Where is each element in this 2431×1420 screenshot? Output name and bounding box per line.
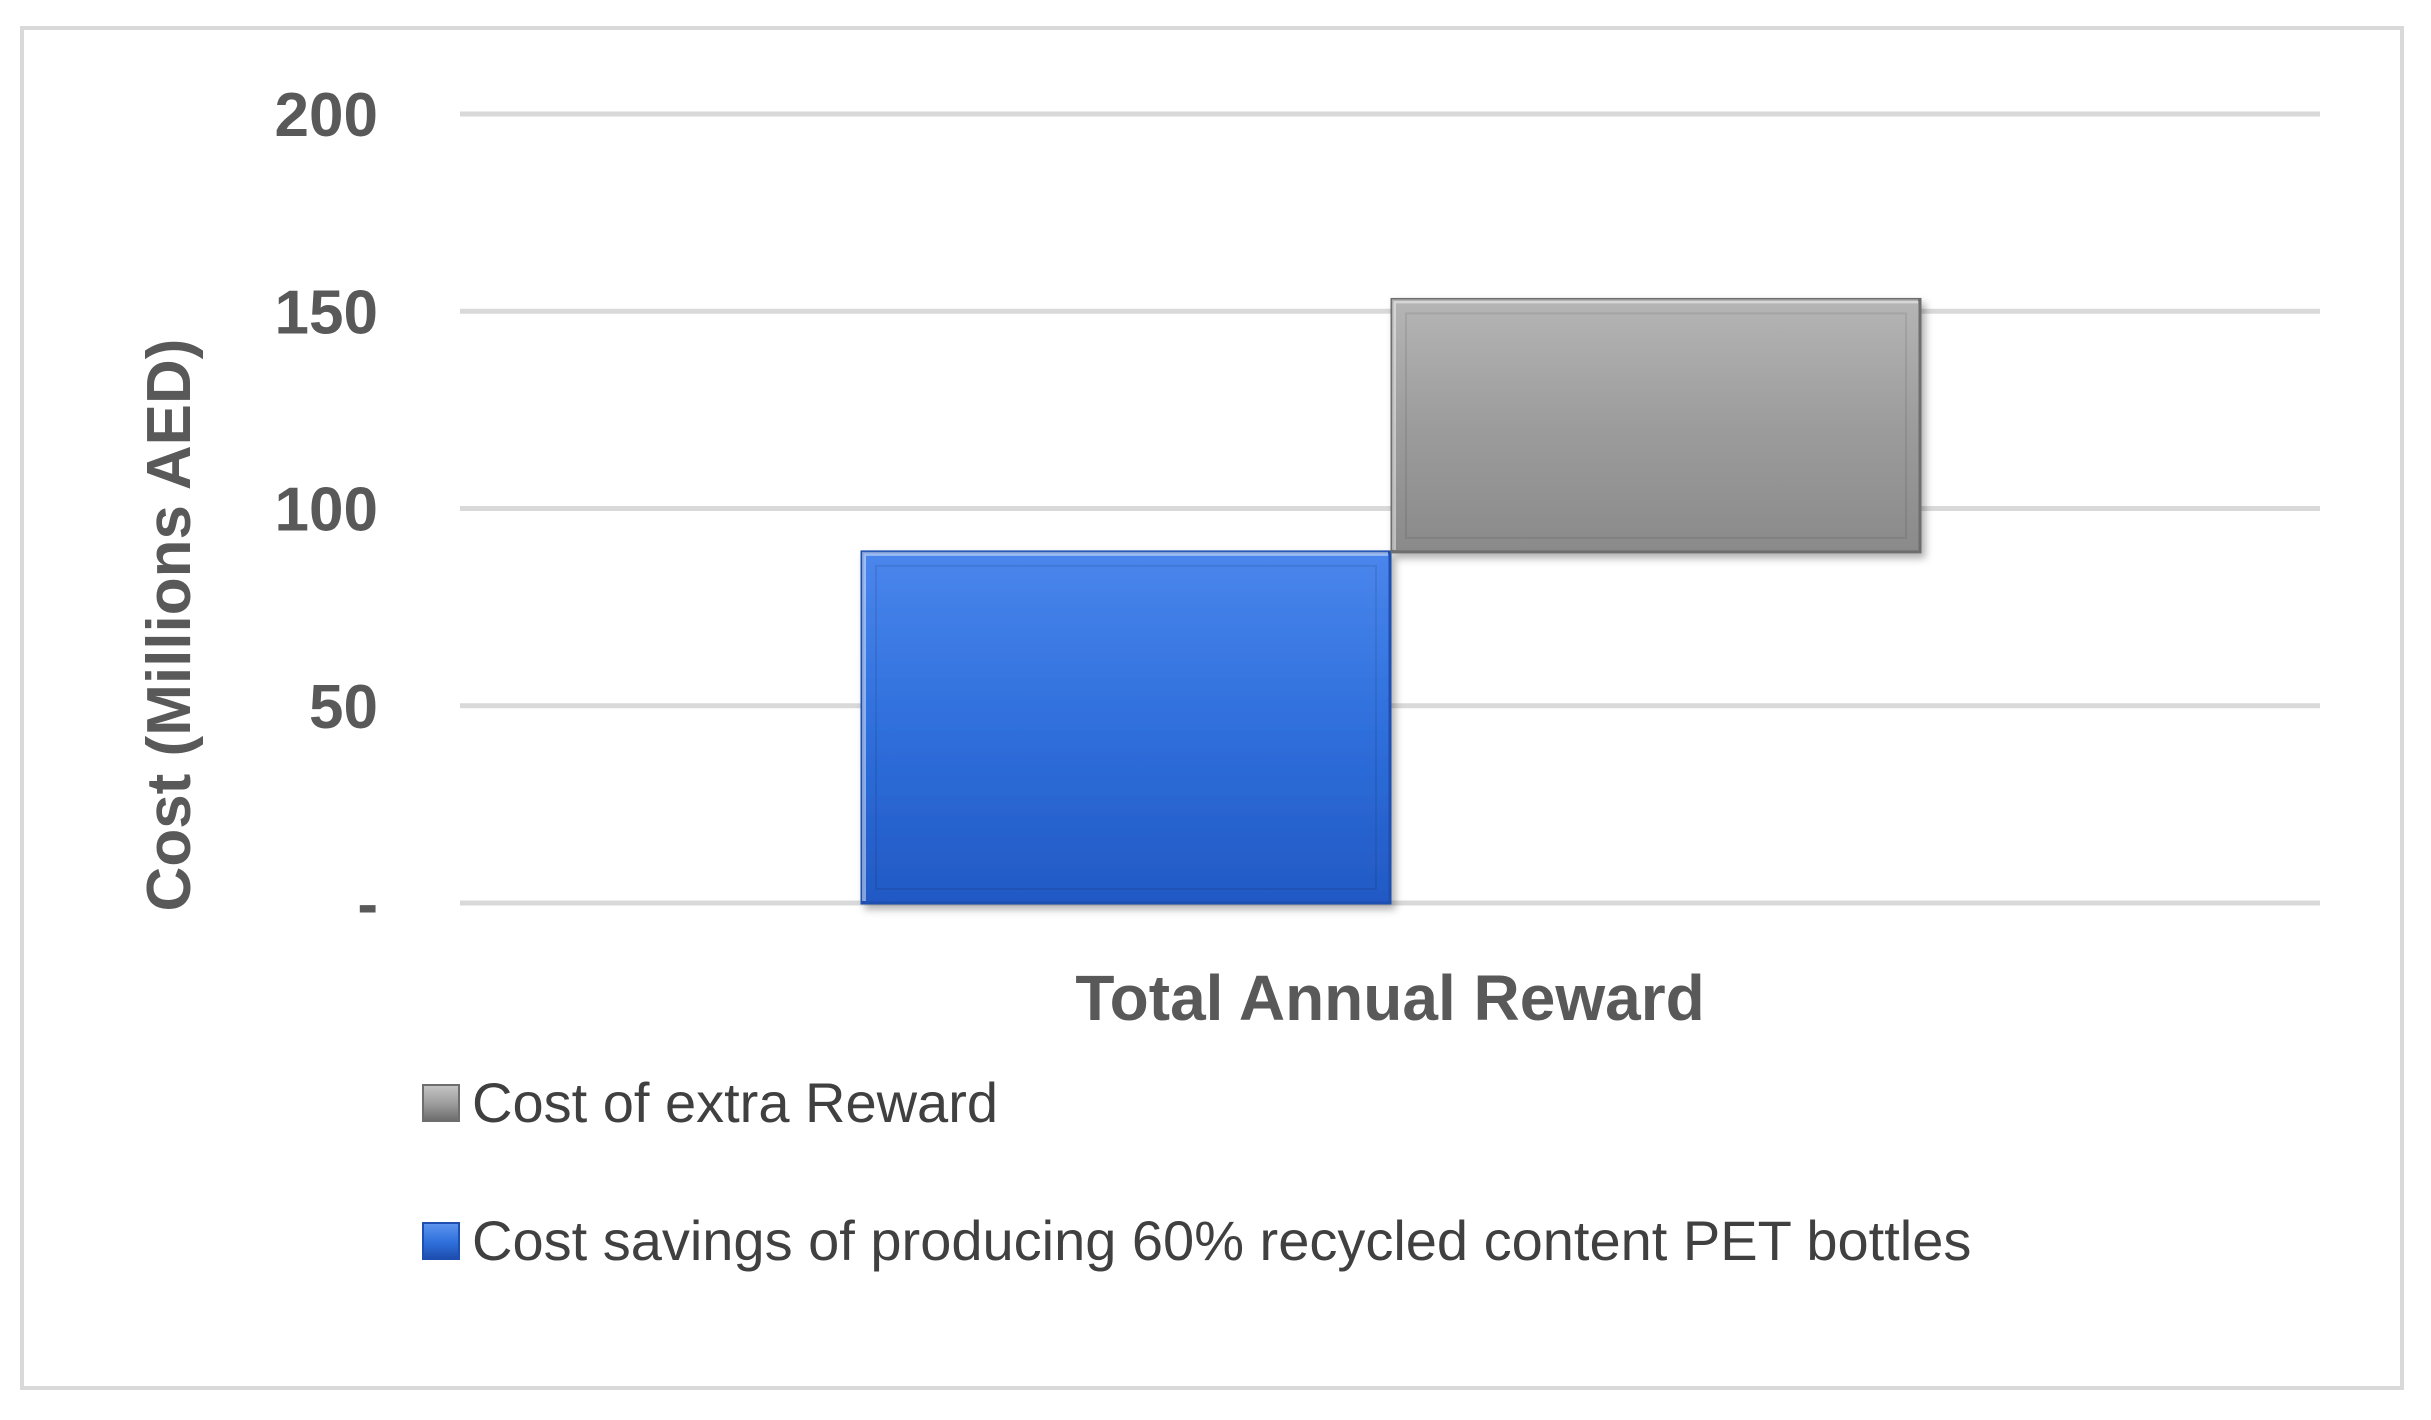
y-tick-label: 150 xyxy=(275,278,378,347)
legend-item: Cost of extra Reward xyxy=(422,1075,998,1131)
bar-cost-extra-reward xyxy=(1390,297,1922,554)
legend-swatch xyxy=(422,1084,460,1122)
y-tick-label: 100 xyxy=(275,476,378,545)
legend-item: Cost savings of producing 60% recycled c… xyxy=(422,1213,1971,1269)
y-tick-label: - xyxy=(357,870,378,939)
y-axis-ticks: - 50 100 150 200 xyxy=(275,81,378,939)
legend-label: Cost savings of producing 60% recycled c… xyxy=(472,1209,1972,1272)
y-tick-label: 50 xyxy=(309,673,378,742)
x-axis-category-label: Total Annual Reward xyxy=(1075,962,1704,1034)
legend-label: Cost of extra Reward xyxy=(472,1071,998,1134)
y-axis-label: Cost (Millions AED) xyxy=(135,339,204,912)
y-tick-label: 200 xyxy=(275,81,378,150)
bar-cost-savings xyxy=(860,550,1392,905)
legend-swatch xyxy=(422,1222,460,1260)
bars xyxy=(860,297,1922,905)
